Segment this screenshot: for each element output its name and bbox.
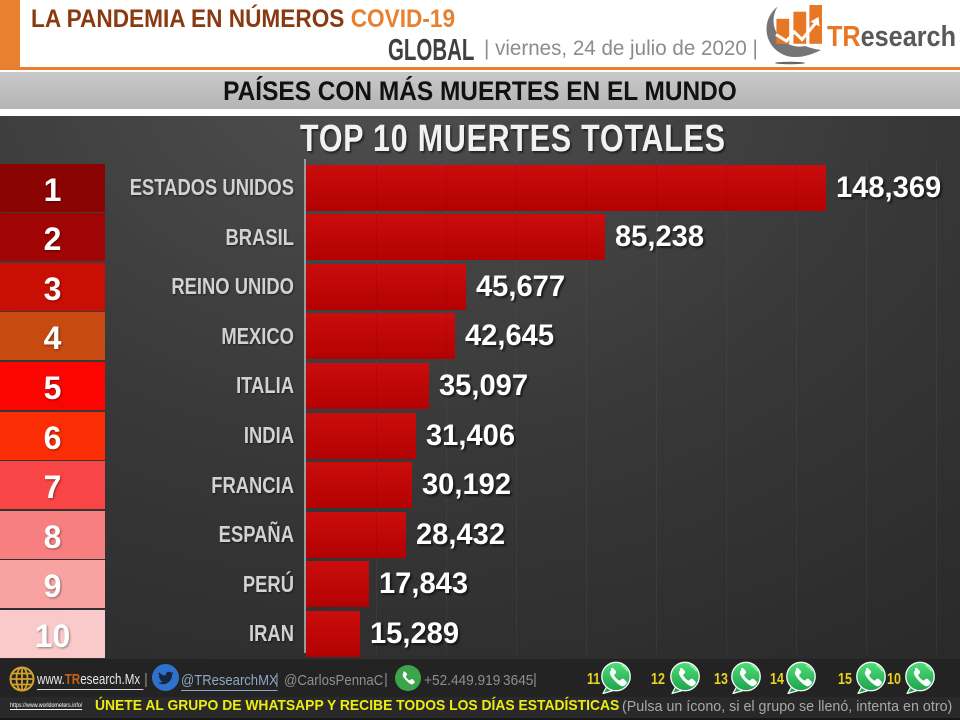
- svg-text:TResearch: TResearch: [827, 19, 956, 52]
